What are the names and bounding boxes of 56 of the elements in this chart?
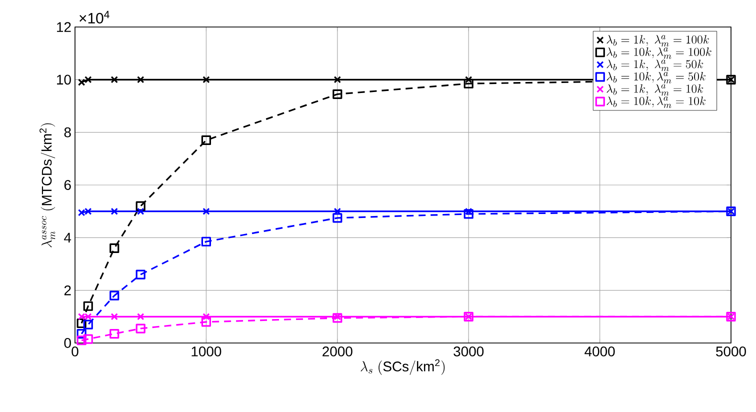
point <box>136 208 144 215</box>
point <box>83 334 93 344</box>
y-tick-label: 10 <box>57 74 71 85</box>
point <box>332 213 342 223</box>
x-tick-label: 1000 <box>192 346 222 356</box>
point <box>464 78 474 88</box>
x-tick-label: 4000 <box>584 346 615 356</box>
text: ×10$^{4}$ <box>80 10 110 24</box>
x-tick-label: 2000 <box>322 346 352 356</box>
x-tick-label: 0 <box>72 346 78 356</box>
point <box>201 236 212 246</box>
legend-label: $\lambda_b = 1k,\ \lambda_m^a = 10k$ <box>606 84 704 96</box>
y-tick-label: 12 <box>57 22 71 32</box>
point <box>76 336 86 346</box>
y-tick-label: 6 <box>64 180 71 190</box>
point <box>464 208 472 215</box>
point <box>334 313 342 320</box>
legend-label: $\lambda_b = 10k, \lambda_m^a = 100k$ <box>606 47 712 59</box>
x-tick-label: 5000 <box>716 346 746 356</box>
point <box>201 135 212 146</box>
x-tick-label: 3000 <box>454 346 484 356</box>
point <box>83 301 93 311</box>
point <box>332 89 342 99</box>
y-tick-label: 2 <box>64 285 71 296</box>
point <box>464 76 472 84</box>
point <box>334 76 342 84</box>
point <box>76 318 86 328</box>
legend-label: $\lambda_b = 1k,\ \lambda_m^a = 100k$ <box>606 35 709 47</box>
point <box>136 324 146 334</box>
point <box>201 317 212 327</box>
legend-label: $\lambda_b = 10k, \lambda_m^a = 10k$ <box>606 96 706 108</box>
point <box>202 76 210 84</box>
point <box>136 76 144 84</box>
point <box>83 320 93 330</box>
legend-label: $\lambda_b = 10k, \lambda_m^a = 50k$ <box>606 72 706 84</box>
point <box>464 209 474 219</box>
point <box>202 313 210 320</box>
point <box>76 328 86 339</box>
y-tick-label: 4 <box>64 232 72 242</box>
point <box>110 313 118 320</box>
point <box>334 208 342 215</box>
point <box>110 243 120 253</box>
point <box>110 328 120 339</box>
point <box>110 208 118 215</box>
point <box>136 270 146 280</box>
y-axis-title: $\lambda_m^{assoc}\ (\mathrm{MTCDs/km^2})$ <box>40 123 56 248</box>
point <box>332 313 342 323</box>
point <box>136 313 144 320</box>
y-tick-label: 0 <box>64 338 71 348</box>
x-axis-title: $\lambda_s\ (\mathrm{SCs/km^2})$ <box>360 359 445 375</box>
point <box>202 208 210 215</box>
legend-label: $\lambda_b = 1k,\ \lambda_m^a = 50k$ <box>606 60 704 72</box>
point <box>110 76 118 84</box>
point <box>136 201 146 211</box>
y-tick-label: 8 <box>64 127 71 138</box>
point <box>110 290 120 300</box>
